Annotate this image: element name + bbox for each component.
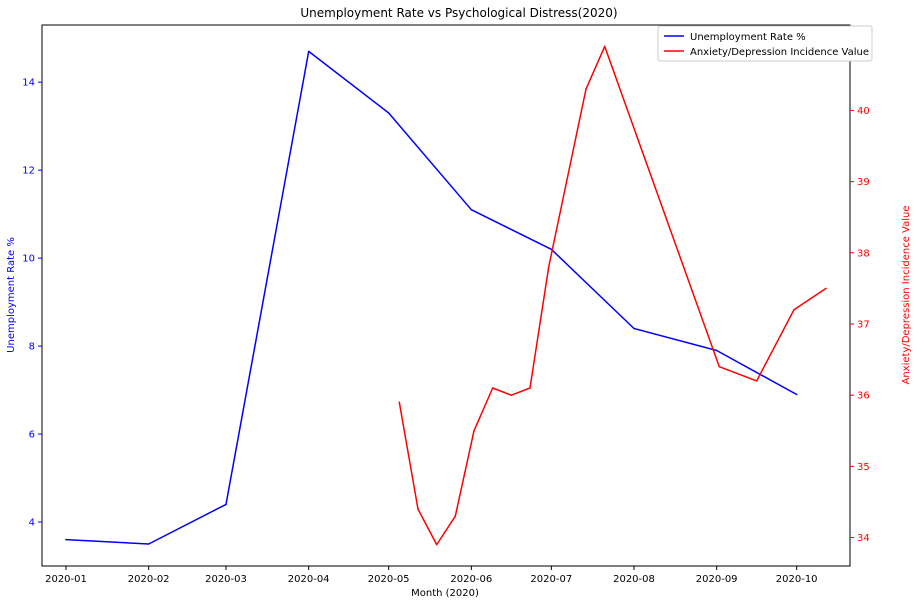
- y-right-tick-label: 35: [857, 462, 870, 473]
- anxiety-point: [473, 430, 475, 432]
- unemployment-point: [307, 50, 310, 53]
- y-right-tick-label: 36: [857, 391, 870, 402]
- anxiety-point: [417, 508, 419, 510]
- x-tick-label: 2020-10: [776, 574, 818, 585]
- anxiety-point: [755, 380, 758, 382]
- x-tick-label: 2020-03: [205, 574, 247, 585]
- y-right-tick-label: 38: [857, 248, 870, 259]
- y-left-tick-label: 12: [22, 166, 35, 177]
- anxiety-point: [825, 287, 827, 290]
- anxiety-point: [603, 45, 606, 48]
- x-tick-label: 2020-07: [530, 574, 572, 585]
- plot-frame: [41, 24, 851, 567]
- x-tick-label: 2020-04: [288, 574, 330, 585]
- y-right-tick-label: 37: [857, 319, 870, 330]
- y-left-tick-label: 6: [29, 430, 35, 441]
- y-left-tick-label: 14: [22, 78, 35, 89]
- chart-title: Unemployment Rate vs Psychological Distr…: [300, 6, 617, 20]
- legend-box: [657, 25, 873, 62]
- anxiety-point: [585, 88, 587, 90]
- legend-label-unemployment: Unemployment Rate %: [690, 32, 806, 43]
- anxiety-point: [547, 266, 550, 268]
- y-right-tick-label: 39: [857, 177, 870, 188]
- unemployment-point: [387, 112, 390, 114]
- unemployment-point: [715, 349, 718, 352]
- y-right-tick-label: 40: [857, 106, 870, 117]
- anxiety-point: [510, 394, 513, 397]
- x-tick-label: 2020-05: [368, 574, 410, 585]
- x-axis: 2020-01 2020-02 2020-03 2020-04 2020-05 2020-…: [45, 566, 818, 585]
- y-right-tick-label: 34: [857, 533, 870, 544]
- x-axis-title: Month (2020): [411, 588, 479, 599]
- x-tick-label: 2020-06: [450, 574, 492, 585]
- unemployment-point: [65, 538, 67, 541]
- x-tick-label: 2020-01: [45, 574, 87, 585]
- anxiety-point: [718, 365, 721, 368]
- unemployment-point: [147, 543, 150, 545]
- anxiety-point: [793, 308, 795, 311]
- unemployment-point: [225, 503, 227, 506]
- y-axis-right-title: Anxiety/Depression Incidence Value: [901, 205, 912, 384]
- x-tick-label: 2020-08: [613, 574, 655, 585]
- unemployment-point: [633, 327, 635, 330]
- anxiety-point: [491, 387, 494, 389]
- y-left-tick-label: 8: [29, 342, 35, 353]
- legend: Unemployment Rate % Anxiety/Depression I…: [657, 25, 873, 62]
- y-left-tick-label: 10: [22, 254, 35, 265]
- series-layer: [65, 45, 827, 546]
- anxiety-point: [454, 515, 457, 517]
- y-axis-left: 4 6 8 10 12 14: [22, 78, 42, 529]
- unemployment-point: [795, 393, 798, 396]
- x-tick-label: 2020-02: [128, 574, 170, 585]
- anxiety-point: [529, 387, 531, 389]
- y-left-tick-label: 4: [29, 518, 35, 529]
- anxiety-point: [398, 401, 401, 404]
- x-tick-label: 2020-09: [696, 574, 738, 585]
- y-axis-left-title: Unemployment Rate %: [6, 237, 17, 353]
- series-line-unemployment: [65, 50, 798, 545]
- anxiety-point: [435, 543, 438, 546]
- unemployment-point: [470, 208, 473, 211]
- legend-label-anxiety: Anxiety/Depression Incidence Value: [690, 47, 869, 58]
